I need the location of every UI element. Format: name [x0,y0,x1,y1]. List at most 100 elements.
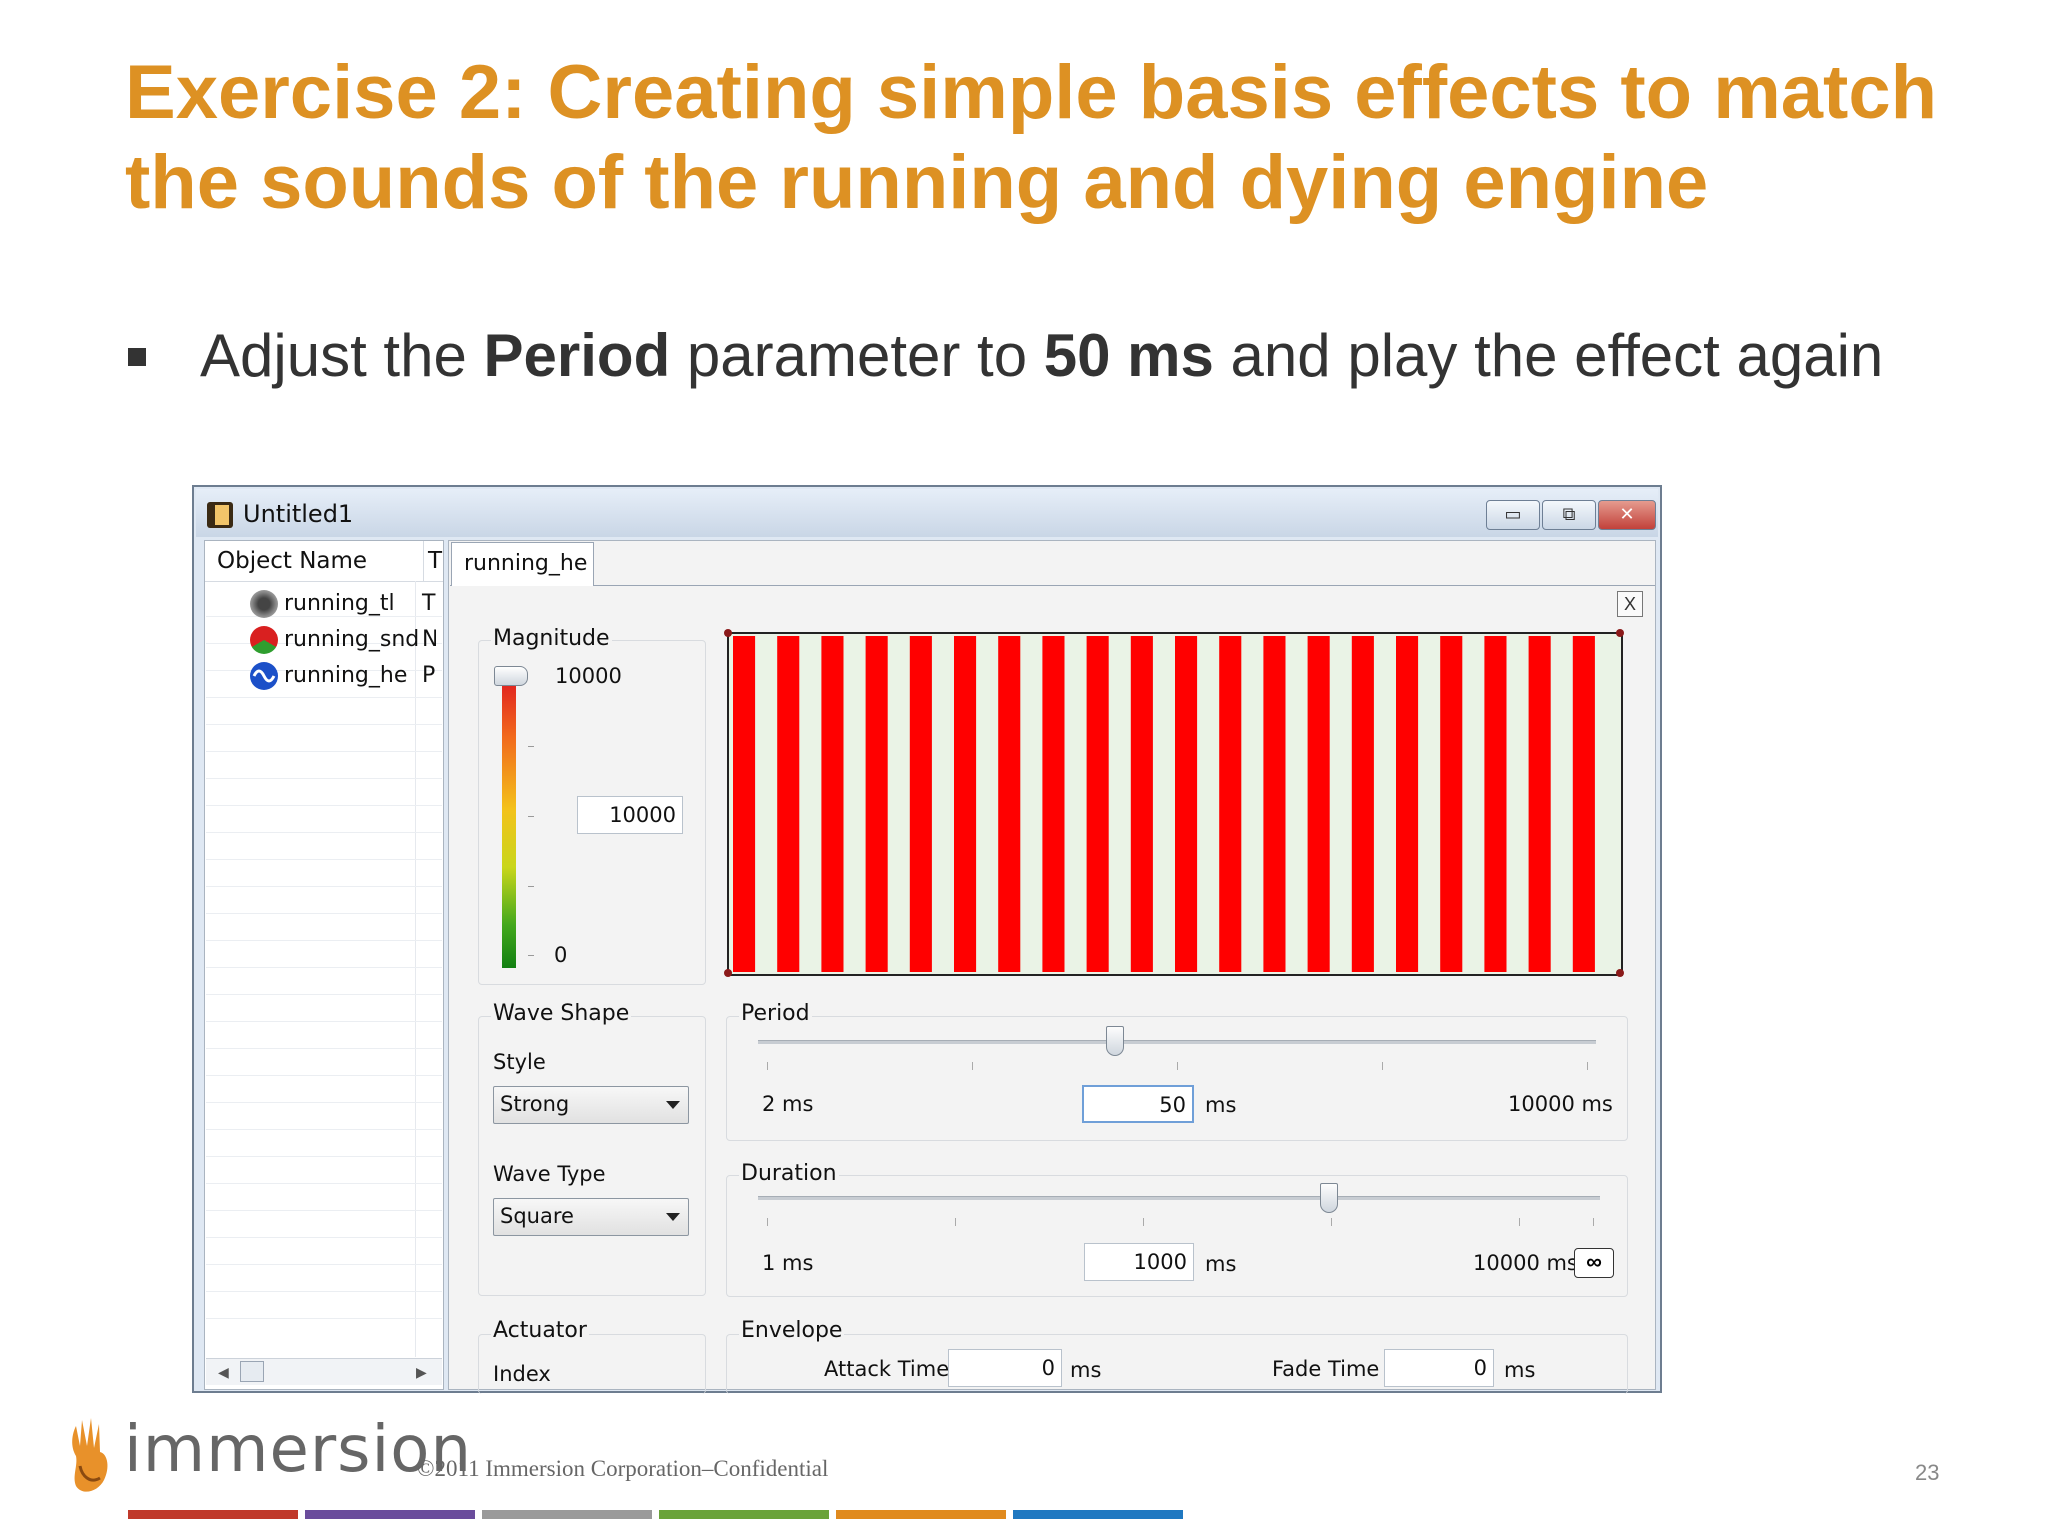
scroll-right-icon[interactable]: ▶ [416,1364,427,1380]
attack-time-label: Attack Time [824,1357,950,1381]
period-label: Period [739,1001,812,1026]
tick [1143,1218,1144,1226]
tick [972,1062,973,1070]
style-label: Style [493,1050,546,1074]
magnitude-max-label: 10000 [555,664,622,688]
magnitude-min-label: 0 [554,943,568,967]
wave-pulse [1572,636,1595,972]
period-slider-track[interactable] [758,1040,1596,1044]
waveform-corner-handle[interactable] [1616,629,1624,637]
tab-strip [450,585,1655,586]
horizontal-scrollbar[interactable]: ◀ ▶ [206,1358,442,1385]
fade-time-unit: ms [1504,1358,1536,1382]
wave-pulse [1528,636,1551,972]
list-row-divider [206,940,442,941]
header-object-name[interactable]: Object Name [217,548,368,574]
waveform-corner-handle[interactable] [1616,969,1624,977]
waveform-corner-handle[interactable] [724,969,732,977]
wave-pulse [1263,636,1286,972]
tab-running-he[interactable]: running_he [451,542,594,586]
window-titlebar[interactable] [196,489,1658,537]
list-row-divider [206,1156,442,1157]
wave-pulse [954,636,977,972]
wave-type-dropdown[interactable]: Square [493,1198,689,1236]
list-item-running-snd[interactable]: running_snd [284,627,420,652]
duration-slider-thumb[interactable] [1320,1183,1338,1213]
list-row-divider [206,967,442,968]
list-row-divider [206,1183,442,1184]
period-min-label: 2 ms [762,1092,814,1116]
period-max-label: 10000 ms [1508,1092,1613,1116]
column-divider [415,581,416,1357]
attack-time-unit: ms [1070,1358,1102,1382]
close-editor-button[interactable]: X [1617,591,1643,617]
list-row-divider [206,994,442,995]
fade-time-input[interactable]: 0 [1384,1349,1494,1387]
wave-type-label: Wave Type [493,1162,606,1186]
magnitude-label: Magnitude [491,626,612,651]
duration-unit: ms [1205,1252,1237,1276]
chevron-down-icon [666,1213,680,1221]
list-row-divider [206,1237,442,1238]
scroll-thumb[interactable] [240,1361,264,1382]
close-button[interactable]: ✕ [1598,500,1656,530]
magnitude-slider-thumb[interactable] [494,666,528,686]
tick [528,886,534,887]
footer-color-bar [482,1510,652,1519]
wave-pulse [998,636,1021,972]
style-dropdown[interactable]: Strong [493,1086,689,1124]
magnitude-input[interactable]: 10000 [577,796,683,834]
list-item-running-he[interactable]: running_he [284,663,408,688]
wave-pulse [821,636,844,972]
attack-time-input[interactable]: 0 [948,1349,1062,1387]
duration-min-label: 1 ms [762,1251,814,1275]
wave-icon [250,662,278,690]
page-number: 23 [1915,1460,1940,1485]
list-row-divider [206,832,442,833]
list-row-divider [206,1210,442,1211]
list-row-divider [206,913,442,914]
list-item-running-tl[interactable]: running_tl [284,591,395,616]
list-item-type: T [422,591,436,616]
tick [1177,1062,1178,1070]
footer-color-bar [128,1510,298,1519]
wave-pulse [1130,636,1153,972]
waveform-corner-handle[interactable] [724,629,732,637]
list-row-divider [206,886,442,887]
list-row-divider [206,859,442,860]
minimize-button[interactable]: ▭ [1486,500,1540,530]
index-label: Index [493,1362,551,1386]
speaker-icon [250,590,278,618]
list-row-divider [206,616,442,617]
tick [767,1218,768,1226]
tick [1519,1218,1520,1226]
object-list-header[interactable]: Object Name T [205,541,443,582]
infinite-duration-button[interactable]: ∞ [1574,1248,1614,1278]
tick [1587,1062,1588,1070]
footer-color-bar [836,1510,1006,1519]
fade-time-label: Fade Time [1272,1357,1380,1381]
footer-color-bar [305,1510,475,1519]
period-slider-thumb[interactable] [1106,1026,1124,1056]
bullet-text: Adjust the Period parameter to 50 ms and… [200,322,1884,389]
wave-pulse [1440,636,1463,972]
header-type[interactable]: T [423,541,442,581]
list-row-divider [206,1264,442,1265]
duration-input[interactable]: 1000 [1084,1243,1194,1281]
maximize-button[interactable]: ⧉ [1542,500,1596,530]
tick [1382,1062,1383,1070]
slide-title: Exercise 2: Creating simple basis effect… [125,50,1938,225]
list-row-divider [206,805,442,806]
list-row-divider [206,1021,442,1022]
list-row-divider [206,670,442,671]
tick [1593,1218,1594,1226]
list-row-divider [206,751,442,752]
scroll-left-icon[interactable]: ◀ [218,1364,229,1380]
period-input[interactable]: 50 [1082,1085,1194,1123]
envelope-group [726,1334,1628,1394]
envelope-label: Envelope [739,1318,845,1343]
duration-slider-track[interactable] [758,1196,1600,1200]
list-item-type: N [422,627,436,652]
list-row-divider [206,697,442,698]
list-row-divider [206,724,442,725]
